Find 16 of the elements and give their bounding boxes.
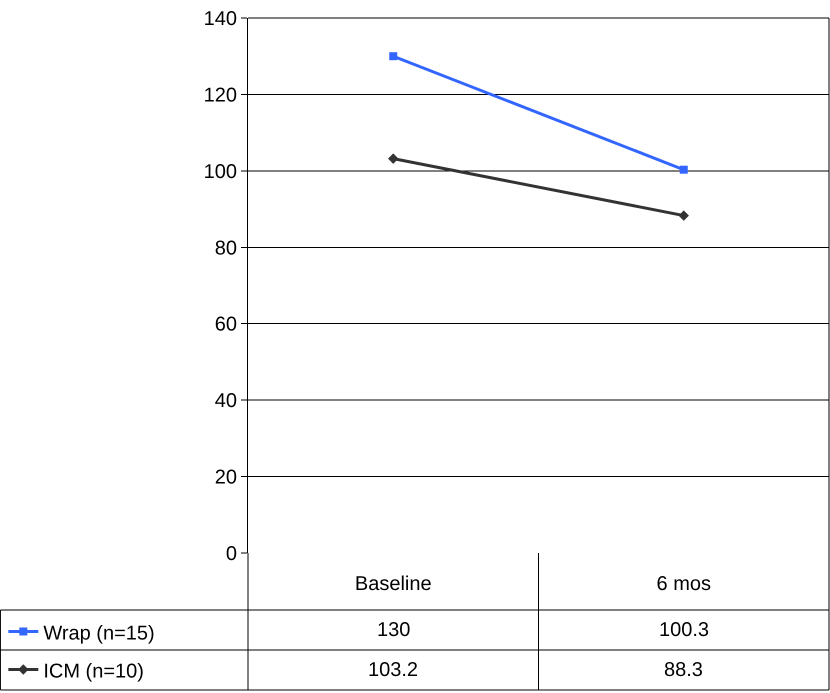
data-label: 103.2	[368, 659, 418, 681]
y-tick-label: 140	[204, 8, 237, 30]
data-label: 88.3	[664, 659, 703, 681]
y-tick-label: 0	[226, 543, 237, 565]
y-tick-label: 100	[204, 160, 237, 183]
x-tick-label: Baseline	[354, 573, 432, 595]
data-label: 100.3	[659, 619, 710, 641]
legend-label: ICM (n=10)	[43, 660, 144, 682]
y-tick-label: 40	[214, 390, 237, 412]
y-tick-label: 20	[214, 466, 237, 489]
y-tick-label: 60	[214, 314, 237, 336]
data-label: 130	[377, 619, 410, 641]
legend-label: Wrap (n=15)	[43, 622, 155, 644]
x-tick-label: 6 mos	[656, 573, 711, 595]
y-tick-label: 80	[214, 237, 237, 260]
y-tick-label: 120	[204, 84, 237, 106]
